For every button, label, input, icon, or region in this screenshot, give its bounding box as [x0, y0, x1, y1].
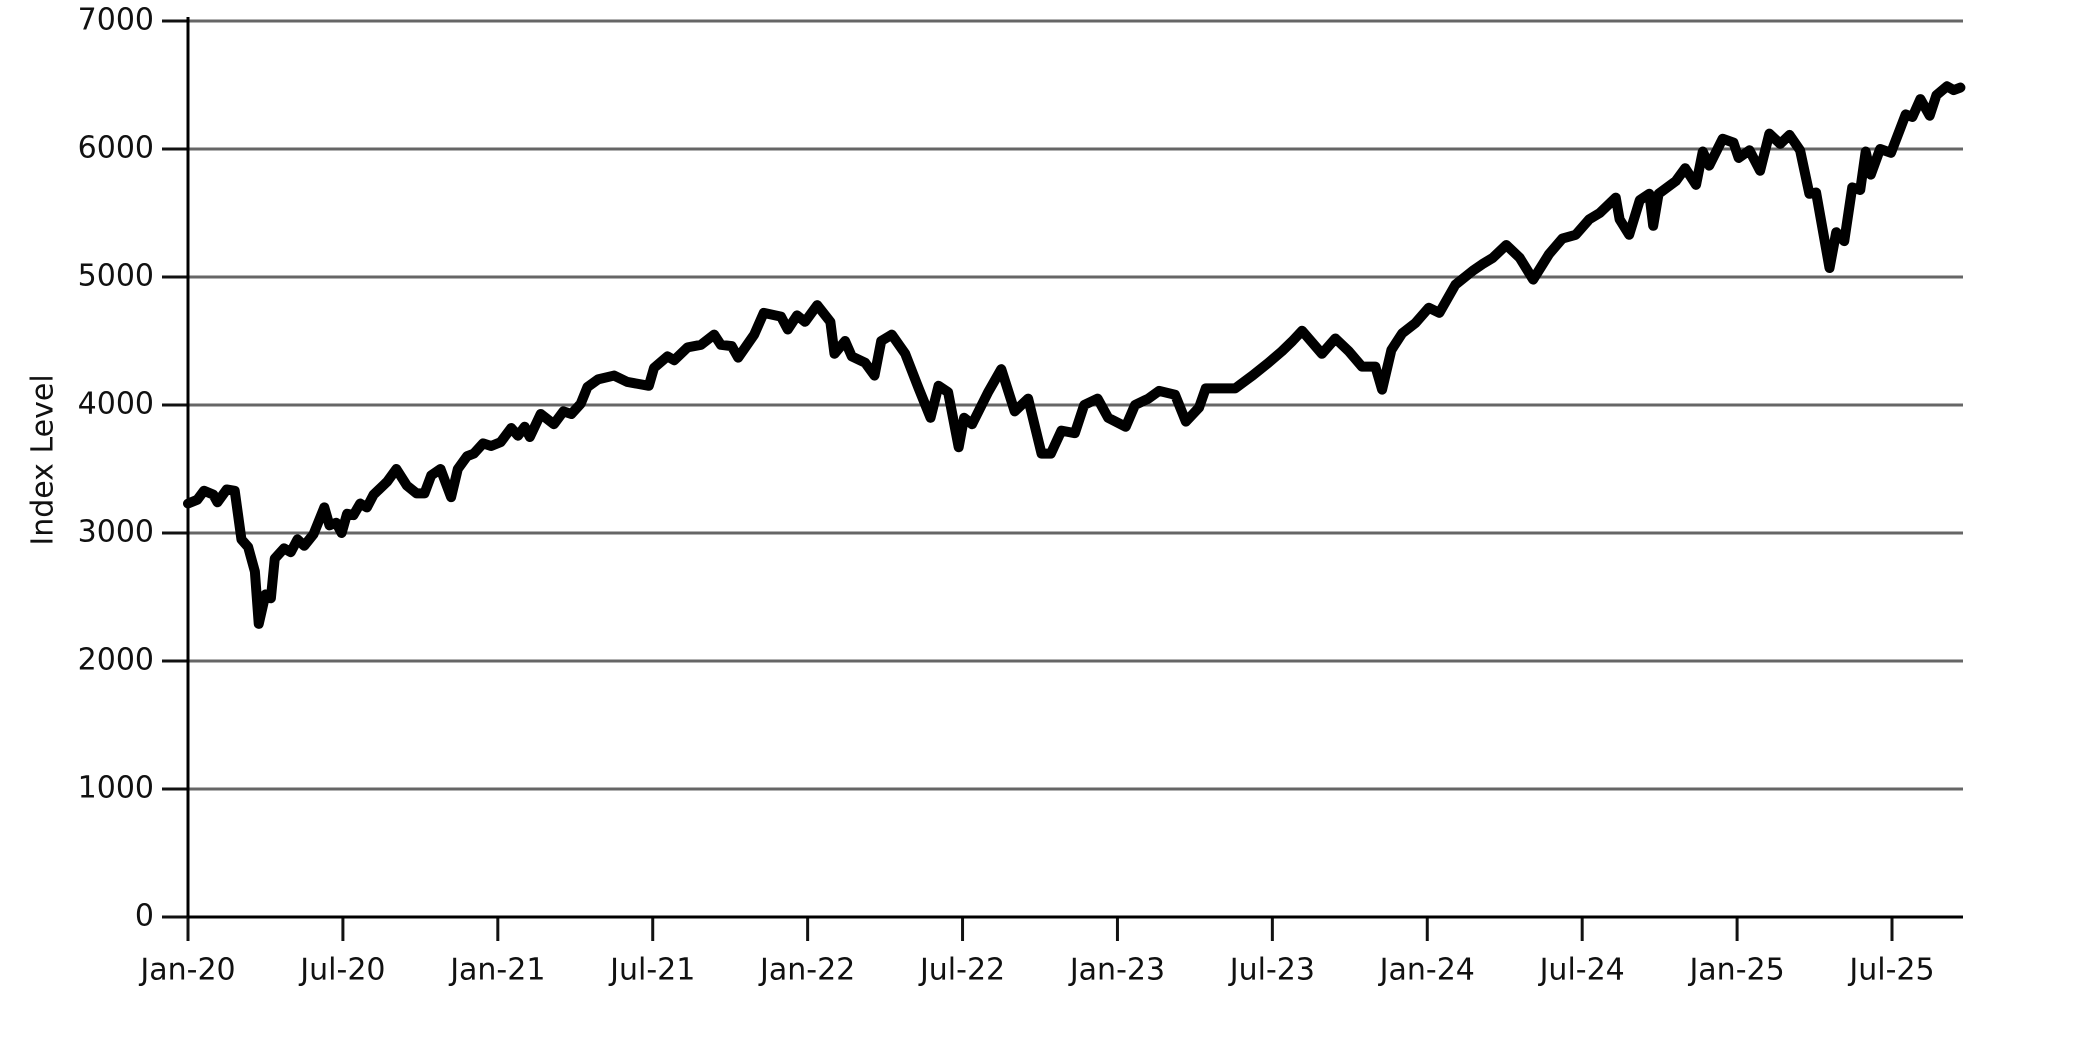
x-tick-label: Jul-23 — [1228, 953, 1315, 988]
x-tick-label: Jul-21 — [608, 953, 695, 988]
y-tick-label: 1000 — [78, 771, 154, 806]
x-tick-label: Jan-20 — [138, 953, 235, 988]
x-tick-label: Jan-22 — [758, 953, 855, 988]
y-tick-label: 4000 — [78, 387, 154, 422]
x-tick-label: Jan-21 — [448, 953, 545, 988]
y-tick-label: 0 — [135, 899, 154, 934]
y-tick-label: 5000 — [78, 259, 154, 294]
x-tick-label: Jan-23 — [1068, 953, 1165, 988]
y-tick-label: 2000 — [78, 643, 154, 678]
y-tick-label: 7000 — [78, 3, 154, 38]
data-line — [183, 81, 1966, 629]
x-tick-label: Jan-25 — [1687, 953, 1784, 988]
x-tick-label: Jan-24 — [1378, 953, 1475, 988]
y-axis-label: Index Level — [26, 374, 61, 545]
y-tick-label: 6000 — [78, 131, 154, 166]
x-tick-label: Jul-25 — [1847, 953, 1934, 988]
x-tick-label: Jul-22 — [918, 953, 1005, 988]
x-tick-label: Jul-20 — [298, 953, 385, 988]
x-tick-label: Jul-24 — [1538, 953, 1625, 988]
y-tick-label: 3000 — [78, 515, 154, 550]
